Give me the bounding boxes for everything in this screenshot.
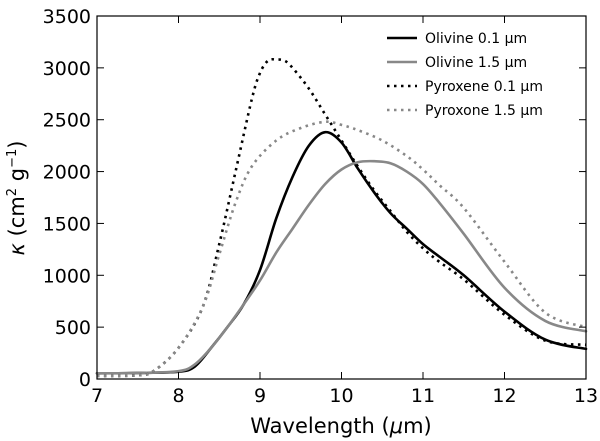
series-layer [95,57,588,378]
y-tick-label: 0 [79,369,91,391]
y-tick-label: 2000 [43,162,91,184]
x-tick-label: 11 [411,385,435,407]
x-tick-label: 10 [329,385,353,407]
legend: Olivine 0.1 μm Olivine 1.5 μm Pyroxene 0.1… [387,31,543,119]
y-tick-label: 500 [55,317,91,339]
y-tick-label: 3000 [43,58,91,80]
x-tick-label: 8 [172,385,184,407]
legend-label: Pyroxene 0.1 μm [425,79,543,95]
y-tick-label: 3500 [43,6,91,28]
legend-label: Pyroxone 1.5 μm [425,103,543,119]
legend-label: Olivine 1.5 μm [425,55,527,71]
x-tick-label: 12 [492,385,516,407]
y-tick-label: 2500 [43,110,91,132]
legend-label: Olivine 0.1 μm [425,31,527,47]
series-line-pyroxone-1-5-m [96,120,587,378]
x-axis-title: Wavelength (μm) [250,414,432,438]
y-tick-label: 1500 [43,213,91,235]
ticks-layer: 7 8 9 10 11 12 13 0 500 1000 1500 2000 2500 3000 3500 [43,6,598,407]
x-tick-label: 7 [91,385,103,407]
y-axis-title: κ (cm2 g−1) [5,141,29,256]
x-tick-label: 13 [574,385,598,407]
series-line-olivine-1-5-m [95,159,588,375]
x-tick-label: 9 [254,385,266,407]
y-tick-label: 1000 [43,265,91,287]
